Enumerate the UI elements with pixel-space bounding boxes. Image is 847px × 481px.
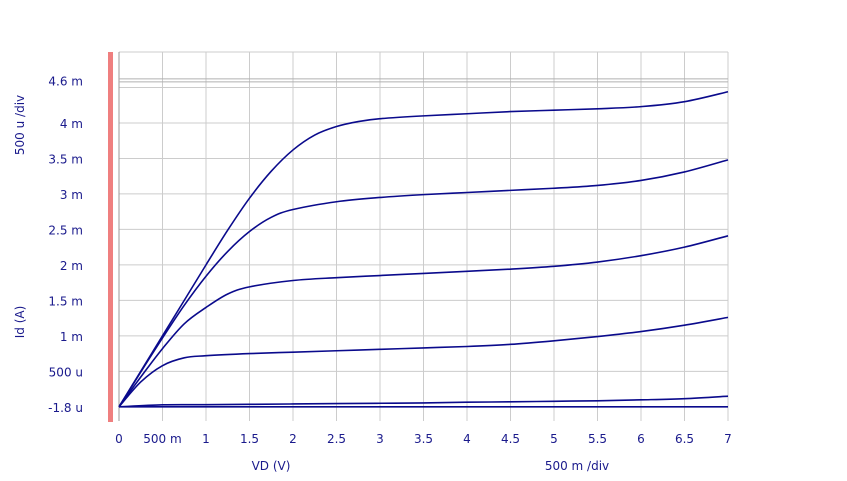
x-tick-label: 6.5 [675,432,694,446]
x-tick-label: 1 [202,432,210,446]
y-tick-label: 4 m [60,117,83,131]
x-tick-label: 500 m [143,432,181,446]
x-tick-label: 0 [115,432,123,446]
y-axis-label: Id (A) [13,306,27,339]
series-line-5 [118,159,729,408]
y-div-label: 500 u /div [13,95,27,155]
reference-lines [119,78,728,83]
x-tick-label: 1.5 [240,432,259,446]
series-line-3 [118,316,729,408]
y-tick-label: 500 u [49,365,83,379]
x-tick-label: 4 [463,432,471,446]
y-tick-label: 4.6 m [48,74,83,88]
series-group [118,90,729,408]
grid [118,51,729,421]
y-tick-label: 2.5 m [48,223,83,237]
x-axis-label: VD (V) [252,459,291,473]
x-tick-label: 5.5 [588,432,607,446]
x-tick-label: 6 [637,432,645,446]
x-tick-label: 5 [550,432,558,446]
x-tick-label: 2 [289,432,297,446]
x-tick-label: 3.5 [414,432,433,446]
x-div-label: 500 m /div [545,459,609,473]
y-tick-label: 3.5 m [48,152,83,166]
y-tick-label: 1.5 m [48,294,83,308]
y-axis-marker-bar [108,52,113,422]
series-line-2 [118,395,729,408]
series-line-6 [118,90,729,408]
y-tick-label: 3 m [60,188,83,202]
y-tick-label: -1.8 u [48,401,83,415]
x-tick-label: 4.5 [501,432,520,446]
y-tick-label: 2 m [60,259,83,273]
x-tick-label: 2.5 [327,432,346,446]
x-tick-label: 7 [724,432,732,446]
x-tick-label: 3 [376,432,384,446]
series-line-4 [118,235,729,408]
x-tick-labels: 0 500 m 1 1.5 2 2.5 3 3.5 4 4.5 5 5.5 6 6.5 7 [115,432,732,446]
y-tick-labels: -1.8 u 500 u 1 m 1.5 m 2 m 2.5 m 3 m 3.5 m 4 m 4.… [48,74,83,414]
y-tick-label: 1 m [60,330,83,344]
